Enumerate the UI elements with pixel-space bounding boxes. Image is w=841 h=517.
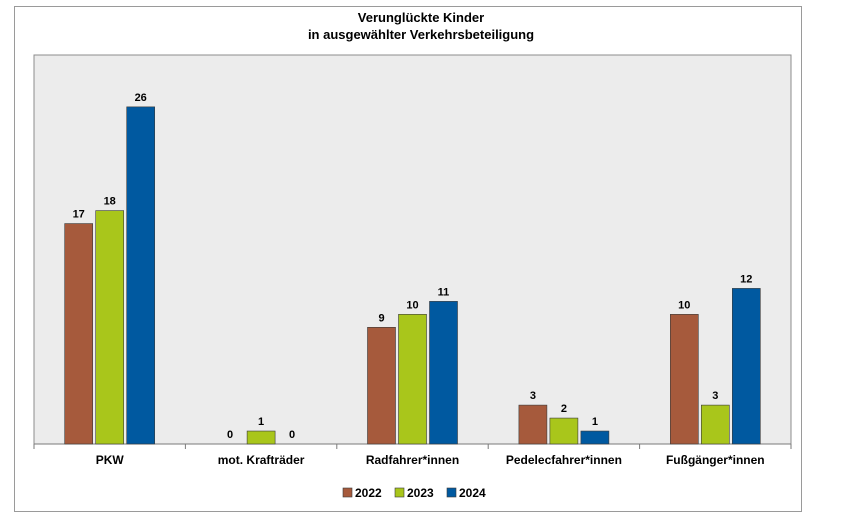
legend-swatch-2022 <box>342 487 353 498</box>
data-label: 1 <box>592 416 598 428</box>
bar-2022 <box>518 404 548 445</box>
bar-2024 <box>580 430 610 445</box>
legend-swatch-2023 <box>394 487 405 498</box>
chart-title-line-2: in ausgewählter Verkehrsbeteiligung <box>308 27 534 42</box>
data-label: 0 <box>289 429 295 441</box>
x-tick-label: PKW <box>96 453 125 467</box>
data-label: 11 <box>438 286 450 298</box>
data-label: 12 <box>740 273 752 285</box>
bar-2024 <box>429 301 458 445</box>
bar-2023 <box>95 210 124 445</box>
data-label: 2 <box>561 403 567 415</box>
data-label: 9 <box>378 312 384 324</box>
data-label: 0 <box>227 429 233 441</box>
x-tick-label: mot. Krafträder <box>218 453 305 467</box>
data-label: 10 <box>678 299 690 311</box>
data-label: 17 <box>73 209 85 221</box>
bar-2023 <box>700 404 730 445</box>
legend-label-2023: 2023 <box>407 486 434 500</box>
legend-swatch-2024 <box>446 487 457 498</box>
x-tick-label: Pedelecfahrer*innen <box>506 453 622 467</box>
bar-2023 <box>246 430 276 445</box>
data-label: 3 <box>712 390 718 402</box>
legend-label-2024: 2024 <box>459 486 486 500</box>
bar-2022 <box>367 326 396 445</box>
bar-2024 <box>731 288 761 445</box>
bar-2022 <box>669 314 699 445</box>
data-label: 1 <box>258 416 264 428</box>
bar-2023 <box>398 314 427 445</box>
bar-2022 <box>64 223 93 445</box>
legend-label-2022: 2022 <box>355 486 382 500</box>
bar-2023 <box>549 417 579 445</box>
data-label: 26 <box>135 92 147 104</box>
x-tick-label: Radfahrer*innen <box>366 453 459 467</box>
chart-title-line-1: Verunglückte Kinder <box>358 10 484 25</box>
data-label: 18 <box>104 196 116 208</box>
data-label: 10 <box>406 299 418 311</box>
x-tick-label: Fußgänger*innen <box>666 453 765 467</box>
bar-2024 <box>126 106 155 445</box>
data-label: 3 <box>530 390 536 402</box>
